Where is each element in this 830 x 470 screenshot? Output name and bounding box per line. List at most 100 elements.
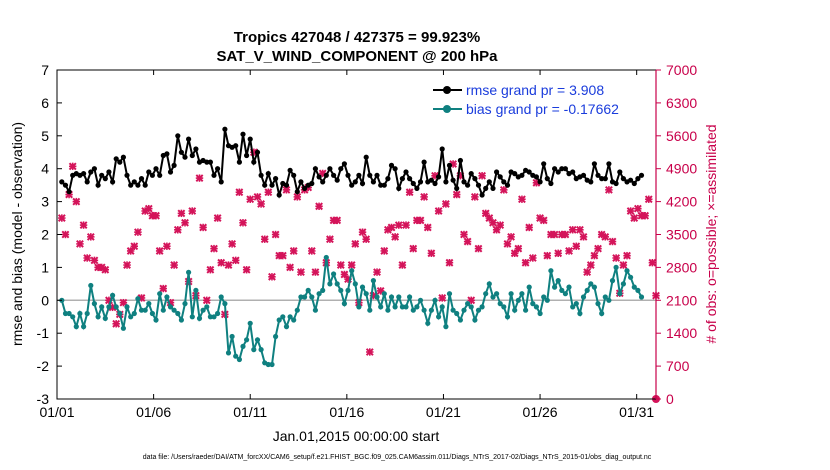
rmse-point [254,149,261,155]
obs-assimilated-point [289,247,298,255]
obs-assimilated-point [539,216,548,225]
rmse-point [486,179,492,185]
rmse-point [262,182,268,188]
obs-assimilated-point [405,188,414,197]
bias-point [244,337,250,343]
y-tick-label: 4 [41,161,49,177]
axes: 01/01 01/06 01/11 01/16 01/21 01/26 01/31 -3 -2 -… [37,62,698,420]
legend-rmse-label: rmse grand pr = 3.908 [466,82,604,98]
bias-point [294,307,300,313]
rmse-point [294,189,300,195]
bias-point [631,284,637,290]
bias-point [501,304,507,310]
obs-assimilated-point [445,258,454,267]
obs-assimilated-point [416,216,425,225]
rmse-point [135,182,141,188]
obs-assimilated-point [478,171,487,180]
rmse-point [283,182,290,188]
y-right-tick-label: 2100 [666,292,697,308]
legend-bias-marker [443,105,451,113]
rmse-point [497,174,503,180]
rmse-point [62,182,69,188]
rmse-point [479,192,485,198]
obs-assimilated-point [489,218,497,227]
bias-point [541,294,547,300]
bias-point [367,307,373,313]
bias-point [291,317,297,323]
y-right-tick-label: 1400 [666,325,697,341]
bias-point [566,284,572,290]
rmse-point [410,180,416,187]
rmse-point [334,177,340,183]
obs-assimilated-point [623,251,631,260]
bias-point [73,324,79,330]
bias-point [316,291,322,297]
rmse-point [548,180,554,187]
obs-assimilated-point [217,258,226,267]
obs-assimilated-point [438,294,447,302]
rmse-point [562,166,569,172]
x-axis-label: Jan.01,2015 00:00:00 start [273,428,440,444]
obs-assimilated-point [239,218,247,227]
legend-rmse-marker [443,86,451,94]
y-right-tick-label: 3500 [666,227,697,243]
bias-point [428,307,434,313]
bias-point [483,291,489,297]
obs-assimilated-point [347,261,356,269]
rmse-point [167,169,174,175]
bias-point [345,287,351,293]
bias-point [363,291,369,297]
y-axis-right-label: # of obs: o=possible; ×=assimilated [703,124,719,343]
rmse-point [327,166,333,172]
rmse-point [302,185,308,191]
obs-assimilated-point [460,230,468,239]
obs-assimilated-point [373,268,381,277]
y-right-tick-label: 4200 [666,194,697,210]
bias-point [490,294,496,300]
obs-assimilated-point [231,256,240,265]
bias-point [512,307,518,313]
bias-point [200,307,206,313]
bias-point [349,268,355,274]
rmse-point [421,159,427,165]
obs-assimilated-point [503,239,512,248]
rmse-point [392,166,398,172]
rmse-point [631,180,637,187]
rmse-point [142,182,148,188]
bias-point [320,287,326,293]
bias-point [486,281,492,287]
rmse-point [215,166,221,172]
rmse-point [378,182,384,188]
obs-assimilated-point [402,221,410,230]
obs-assimilated-point [409,244,418,253]
rmse-point [345,172,351,178]
obs-assimilated-point [394,221,403,230]
obs-assimilated-point [264,188,273,197]
rmse-point [120,154,126,160]
rmse-point [628,177,634,183]
bias-point [70,314,76,320]
rmse-point [236,159,242,165]
obs-assimilated-point [619,261,628,269]
bias-point [519,291,525,297]
rmse-point [182,154,188,160]
rmse-point [338,166,344,172]
bias-point [537,310,543,317]
bias-point [120,325,126,331]
bias-point [530,301,536,307]
rmse-point [211,172,217,178]
obs-assimilated-point [434,207,443,215]
bias-point [138,307,145,313]
y-right-tick-label: 0 [666,391,674,407]
bias-point [465,301,471,307]
obs-assimilated-point [648,258,657,267]
bias-point [606,297,612,303]
bias-point [229,333,235,340]
obs-assimilated-point [257,200,266,208]
rmse-point [606,161,612,167]
obs-assimilated-point [630,214,639,222]
rmse-point [193,146,199,152]
obs-assimilated-point [333,216,342,225]
rmse-point [457,157,463,164]
x-tick-label: 01/06 [136,404,171,420]
